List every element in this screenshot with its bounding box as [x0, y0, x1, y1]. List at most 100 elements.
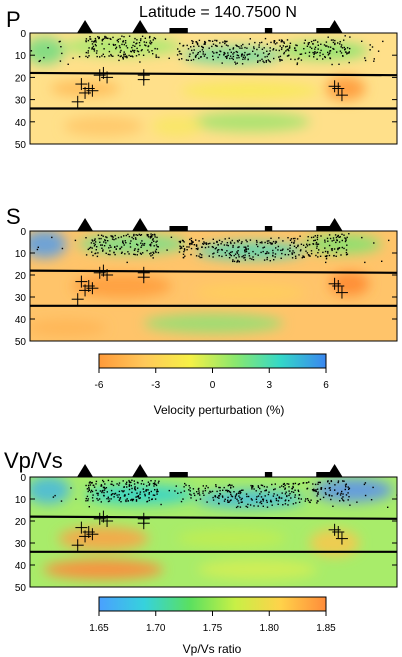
earthquake-dot — [103, 48, 105, 50]
earthquake-dot — [110, 38, 112, 40]
earthquake-dot — [131, 46, 133, 49]
earthquake-dot — [98, 237, 100, 240]
earthquake-dot — [139, 44, 141, 47]
earthquake-dot — [106, 236, 108, 239]
earthquake-dot — [123, 36, 125, 38]
earthquake-dot — [228, 257, 231, 259]
earthquake-dot — [168, 489, 170, 492]
earthquake-dot — [47, 47, 49, 49]
earthquake-dot — [101, 40, 104, 42]
earthquake-dot — [182, 45, 184, 47]
earthquake-dot — [111, 480, 113, 483]
earthquake-dot — [315, 241, 318, 244]
earthquake-dot — [318, 249, 320, 251]
earthquake-dot — [198, 240, 200, 242]
earthquake-dot — [284, 253, 286, 256]
earthquake-dot — [220, 243, 222, 245]
earthquake-dot — [208, 47, 210, 49]
earthquake-dot — [335, 251, 338, 254]
earthquake-dot — [296, 44, 298, 47]
earthquake-dot — [372, 486, 374, 489]
lfe-cross — [86, 282, 99, 295]
earthquake-dot — [317, 243, 320, 245]
earthquake-dot — [313, 53, 315, 56]
earthquake-dot — [87, 490, 89, 493]
earthquake-dot — [324, 255, 327, 257]
earthquake-dot — [316, 234, 319, 237]
earthquake-dot — [155, 244, 158, 246]
earthquake-dot — [124, 53, 126, 55]
earthquake-dot — [85, 38, 88, 40]
earthquake-dot — [60, 46, 62, 48]
lfe-cross — [137, 517, 150, 530]
earthquake-dot — [236, 260, 239, 262]
lfe-cross — [335, 89, 348, 102]
earthquake-dot — [203, 43, 205, 45]
earthquake-dot — [209, 40, 211, 42]
earthquake-dot — [322, 58, 324, 60]
earthquake-dot — [236, 45, 238, 47]
earthquake-dot — [230, 487, 232, 489]
earthquake-dot — [336, 493, 338, 495]
earthquake-dot — [333, 248, 336, 250]
earthquake-dot — [92, 494, 94, 496]
earthquake-dot — [216, 251, 219, 253]
earthquake-dot — [72, 57, 74, 59]
earthquake-dot — [190, 247, 193, 250]
earthquake-dot — [179, 50, 181, 52]
earthquake-dot — [294, 496, 296, 498]
earthquake-dot — [201, 45, 203, 48]
station-marker — [169, 28, 188, 33]
earthquake-dot — [101, 247, 103, 249]
earthquake-dot — [229, 241, 232, 243]
earthquake-dot — [285, 50, 287, 52]
earthquake-dot — [148, 484, 150, 486]
earthquake-dot — [345, 486, 347, 488]
earthquake-dot — [255, 498, 258, 500]
earthquake-dot — [91, 40, 93, 43]
station-marker — [264, 226, 273, 231]
earthquake-dot — [124, 494, 126, 496]
earthquake-dot — [130, 481, 132, 483]
earthquake-dot — [95, 45, 97, 47]
earthquake-dot — [196, 53, 199, 55]
earthquake-dot — [144, 495, 146, 497]
earthquake-dot — [67, 63, 69, 65]
earthquake-dot — [199, 50, 201, 53]
earthquake-dot — [122, 240, 124, 242]
earthquake-dot — [256, 241, 258, 243]
earthquake-dot — [102, 235, 104, 237]
earthquake-dot — [320, 49, 322, 52]
earthquake-dot — [303, 42, 306, 44]
earthquake-dot — [264, 241, 266, 244]
earthquake-dot — [100, 244, 102, 246]
earthquake-dot — [87, 248, 89, 251]
earthquake-dot — [289, 47, 291, 49]
earthquake-dot — [346, 236, 348, 239]
earthquake-dot — [288, 483, 290, 485]
earthquake-dot — [87, 39, 90, 42]
velocity-field — [30, 477, 397, 587]
earthquake-dot — [119, 51, 121, 53]
earthquake-dot — [242, 489, 244, 491]
earthquake-dot — [259, 59, 261, 62]
earthquake-dot — [343, 480, 345, 482]
earthquake-dot — [110, 55, 113, 57]
earthquake-dot — [228, 237, 230, 239]
earthquake-dot — [281, 492, 283, 494]
earthquake-dot — [103, 245, 106, 247]
earthquake-dot — [287, 237, 289, 239]
earthquake-dot — [304, 500, 306, 502]
earthquake-dot — [100, 501, 102, 503]
earthquake-dot — [338, 236, 340, 238]
earthquake-dot — [217, 56, 219, 59]
earthquake-dot — [244, 58, 246, 60]
earthquake-dot — [200, 56, 202, 58]
lfe-cross — [335, 532, 348, 545]
lfe-cross — [137, 73, 150, 86]
y-tick-label: 20 — [15, 271, 27, 282]
earthquake-dot — [133, 51, 135, 53]
earthquake-dot — [202, 485, 204, 487]
earthquake-dot — [147, 45, 150, 47]
